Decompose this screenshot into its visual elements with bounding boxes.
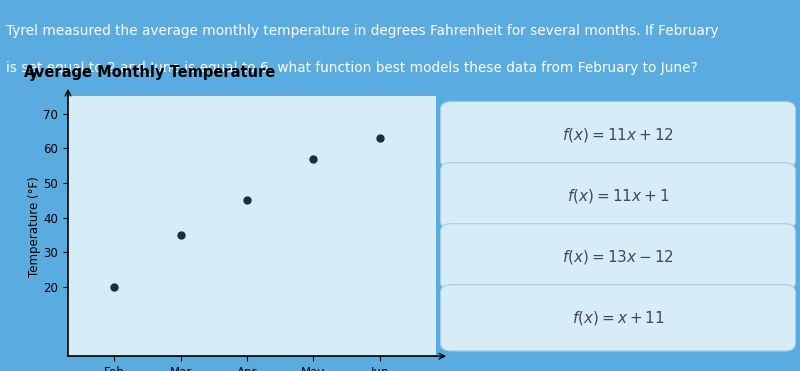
Text: is set equal to 2 and June is equal to 6, what function best models these data f: is set equal to 2 and June is equal to 6…	[6, 61, 698, 75]
Y-axis label: Temperature (°F): Temperature (°F)	[28, 176, 41, 277]
Text: y: y	[29, 67, 38, 81]
Text: $\mathit{f}(\mathit{x}) = 11\mathit{x} + 12$: $\mathit{f}(\mathit{x}) = 11\mathit{x} +…	[562, 126, 674, 144]
Point	[174, 232, 187, 238]
Point	[374, 135, 386, 141]
Text: Average Monthly Temperature: Average Monthly Temperature	[24, 65, 275, 80]
Text: Tyrel measured the average monthly temperature in degrees Fahrenheit for several: Tyrel measured the average monthly tempe…	[6, 24, 719, 39]
FancyBboxPatch shape	[441, 102, 795, 168]
Text: $\mathit{f}(\mathit{x}) = 11\mathit{x} + 1$: $\mathit{f}(\mathit{x}) = 11\mathit{x} +…	[566, 187, 670, 205]
Point	[307, 156, 320, 162]
FancyBboxPatch shape	[441, 224, 795, 290]
Text: $\mathit{f}(\mathit{x}) = 13\mathit{x} - 12$: $\mathit{f}(\mathit{x}) = 13\mathit{x} -…	[562, 248, 674, 266]
Point	[241, 197, 254, 203]
FancyBboxPatch shape	[441, 162, 795, 229]
Text: $\mathit{f}(\mathit{x}) = \mathit{x} + 11$: $\mathit{f}(\mathit{x}) = \mathit{x} + 1…	[572, 309, 664, 327]
Point	[108, 284, 121, 290]
FancyBboxPatch shape	[441, 285, 795, 351]
